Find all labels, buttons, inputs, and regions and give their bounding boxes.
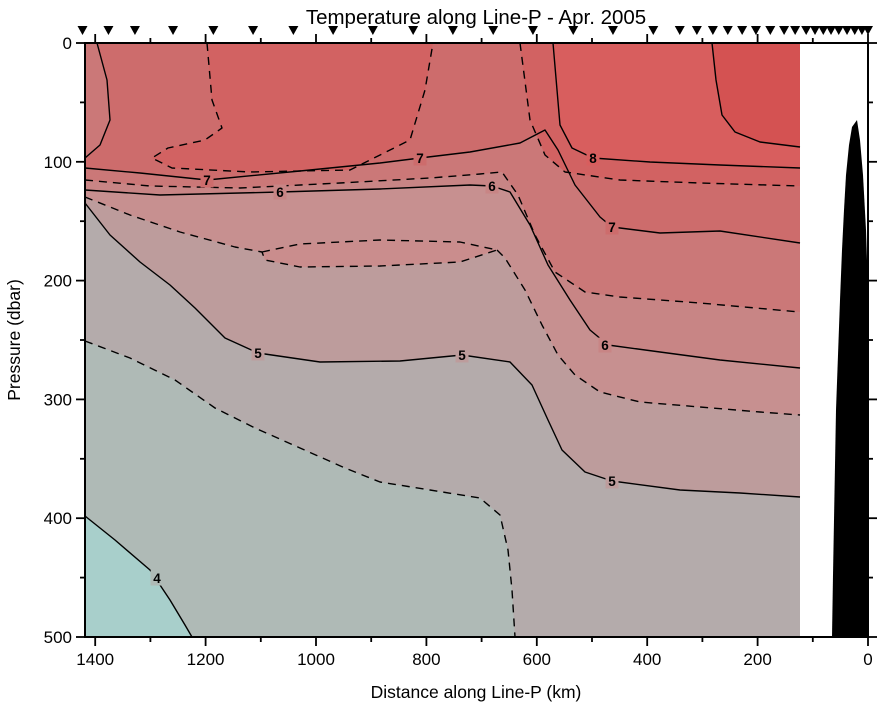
filled-contour-bands	[85, 43, 800, 637]
contour-label: 5	[254, 346, 262, 361]
contour-label: 4	[153, 571, 161, 586]
x-tick-label: 200	[743, 650, 771, 669]
y-tick-label: 400	[44, 509, 72, 528]
station-triangle-down-icon	[833, 26, 844, 35]
x-tick-label: 1400	[76, 650, 114, 669]
contour-line-7.5-dashed	[151, 42, 434, 173]
temperature-band-ge-7.5-offshore-pool	[152, 43, 433, 172]
station-triangle-down-icon	[779, 26, 790, 35]
y-tick-label: 500	[44, 628, 72, 647]
station-triangle-down-icon	[691, 26, 702, 35]
station-triangle-down-icon	[168, 26, 179, 35]
station-triangle-down-icon	[129, 26, 140, 35]
station-triangle-down-icon	[328, 26, 339, 35]
x-axis-label: Distance along Line-P (km)	[371, 682, 582, 702]
station-triangle-down-icon	[765, 26, 776, 35]
y-tick-label: 100	[44, 153, 72, 172]
contour-label: 7	[203, 173, 211, 188]
contour-label: 8	[589, 151, 597, 166]
x-tick-label: 1200	[187, 650, 225, 669]
contour-line-8.5-solid	[711, 42, 801, 148]
contour-label-bg	[150, 570, 164, 586]
station-triangle-down-icon	[447, 26, 458, 35]
station-triangle-down-icon	[288, 26, 299, 35]
station-triangle-down-icon	[208, 26, 219, 35]
station-triangle-down-icon	[367, 26, 378, 35]
station-triangle-down-icon	[737, 26, 748, 35]
station-markers	[77, 26, 873, 35]
contour-label: 5	[458, 348, 466, 363]
contour-line-4.5-dashed	[84, 340, 516, 638]
contour-label: 6	[601, 338, 609, 353]
station-triangle-down-icon	[527, 26, 538, 35]
temperature-band-warm-lens-5.5-6	[262, 240, 497, 267]
contour-line-7-solid	[84, 42, 111, 159]
y-tick-label: 200	[44, 272, 72, 291]
station-triangle-down-icon	[648, 26, 659, 35]
contour-label-bg	[598, 337, 612, 353]
station-triangle-down-icon	[248, 26, 259, 35]
seafloor-silhouette	[832, 120, 868, 637]
axis-ticks	[76, 34, 877, 646]
contour-line-7.5-dashed	[519, 42, 801, 187]
contour-value-labels: 7 6 7 6 8 7 6 5 5 5 4	[150, 150, 619, 586]
y-axis-label: Pressure (dbar)	[4, 279, 24, 401]
station-triangle-down-icon	[818, 26, 829, 35]
contour-label-bg	[200, 172, 214, 188]
temperature-band-ge-8.5-corner	[712, 43, 800, 147]
station-triangle-down-icon	[103, 26, 114, 35]
station-triangle-down-icon	[842, 26, 853, 35]
station-triangle-down-icon	[826, 26, 837, 35]
contour-line-7-solid	[84, 129, 801, 244]
plot-title: Temperature along Line-P - Apr. 2005	[306, 6, 646, 29]
station-triangle-down-icon	[607, 26, 618, 35]
station-triangle-down-icon	[722, 26, 733, 35]
station-triangle-down-icon	[790, 26, 801, 35]
station-triangle-down-icon	[674, 26, 685, 35]
contour-label-bg	[586, 150, 600, 166]
contour-label-bg	[455, 347, 469, 363]
station-triangle-down-icon	[488, 26, 499, 35]
x-tick-label: 1000	[297, 650, 335, 669]
contour-label-bg	[273, 184, 287, 200]
y-tick-label: 0	[63, 34, 72, 53]
station-triangle-down-icon	[750, 26, 761, 35]
contour-label-bg	[605, 473, 619, 489]
contour-label: 6	[276, 185, 284, 200]
station-triangle-down-icon	[77, 26, 88, 35]
contour-label: 7	[416, 151, 424, 166]
contour-line-6.5-dashed	[84, 171, 801, 313]
x-tick-label: 400	[633, 650, 661, 669]
station-triangle-down-icon	[707, 26, 718, 35]
contour-lines	[84, 42, 801, 638]
station-triangle-down-icon	[568, 26, 579, 35]
contour-label-bg	[605, 219, 619, 235]
x-tick-label: 0	[863, 650, 872, 669]
contour-label-bg	[485, 178, 499, 194]
contour-label-bg	[251, 345, 265, 361]
y-tick-label: 300	[44, 390, 72, 409]
seafloor-bathymetry	[832, 120, 868, 637]
station-triangle-down-icon	[408, 26, 419, 35]
x-tick-label: 800	[412, 650, 440, 669]
contour-label-bg	[413, 150, 427, 166]
contour-line-5.5-dashed	[84, 196, 263, 253]
x-tick-label: 600	[523, 650, 551, 669]
contour-line-5.5-dashed	[261, 239, 498, 268]
contour-line-5.5-dashed	[496, 249, 801, 416]
contour-label: 5	[608, 474, 616, 489]
station-triangle-down-icon	[801, 26, 812, 35]
station-triangle-down-icon	[863, 26, 873, 35]
contour-label: 6	[488, 179, 496, 194]
station-triangle-down-icon	[849, 26, 860, 35]
station-triangle-down-icon	[810, 26, 821, 35]
contour-label: 7	[608, 220, 616, 235]
axis-tick-labels: 1400 1200 1000 800 600 400 200 0 0 100 200 300 400 50…	[44, 34, 873, 669]
